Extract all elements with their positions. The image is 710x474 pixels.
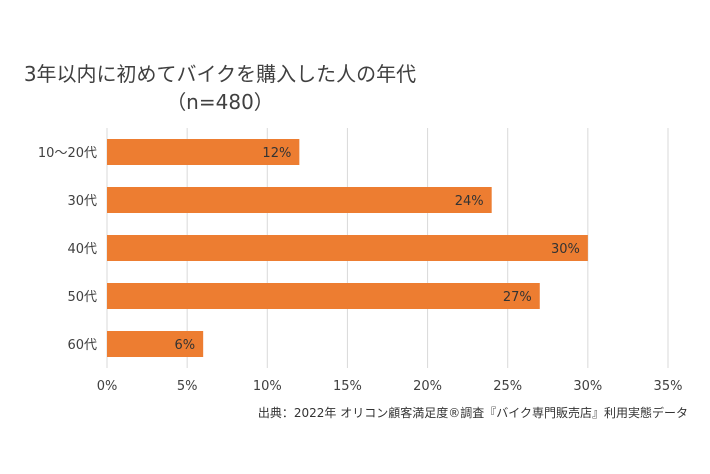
bars [107, 139, 588, 357]
bar [107, 139, 300, 165]
category-label: 30代 [67, 194, 97, 209]
bar [107, 331, 204, 357]
data-label: 6% [175, 338, 196, 353]
bar [107, 235, 588, 261]
data-label: 30% [551, 242, 580, 257]
category-label: 40代 [67, 242, 97, 257]
chart-title: 3年以内に初めてバイクを購入した人の年代 [23, 62, 417, 86]
category-label: 50代 [67, 290, 97, 305]
category-label: 60代 [67, 338, 97, 353]
chart-subtitle: （n=480） [166, 90, 274, 114]
x-tick-label: 0% [97, 379, 118, 394]
x-tick-label: 35% [654, 379, 683, 394]
bar [107, 187, 492, 213]
data-label: 27% [503, 290, 532, 305]
data-label: 24% [455, 194, 484, 209]
bar [107, 283, 540, 309]
data-label: 12% [262, 146, 291, 161]
x-tick-label: 30% [573, 379, 602, 394]
x-tick-label: 5% [177, 379, 198, 394]
x-tick-label: 10% [253, 379, 282, 394]
x-tick-label: 25% [493, 379, 522, 394]
x-tick-label: 20% [413, 379, 442, 394]
category-label: 10〜20代 [38, 146, 97, 161]
source-note: 出典：2022年 オリコン顧客満足度®調査『バイク専門販売店』利用実態データ [257, 406, 688, 420]
labels: 0% 5% 10% 15% 20% 25% 30% 35% 10〜20代 12% 30代 24% 40代… [38, 146, 683, 394]
x-tick-label: 15% [333, 379, 362, 394]
